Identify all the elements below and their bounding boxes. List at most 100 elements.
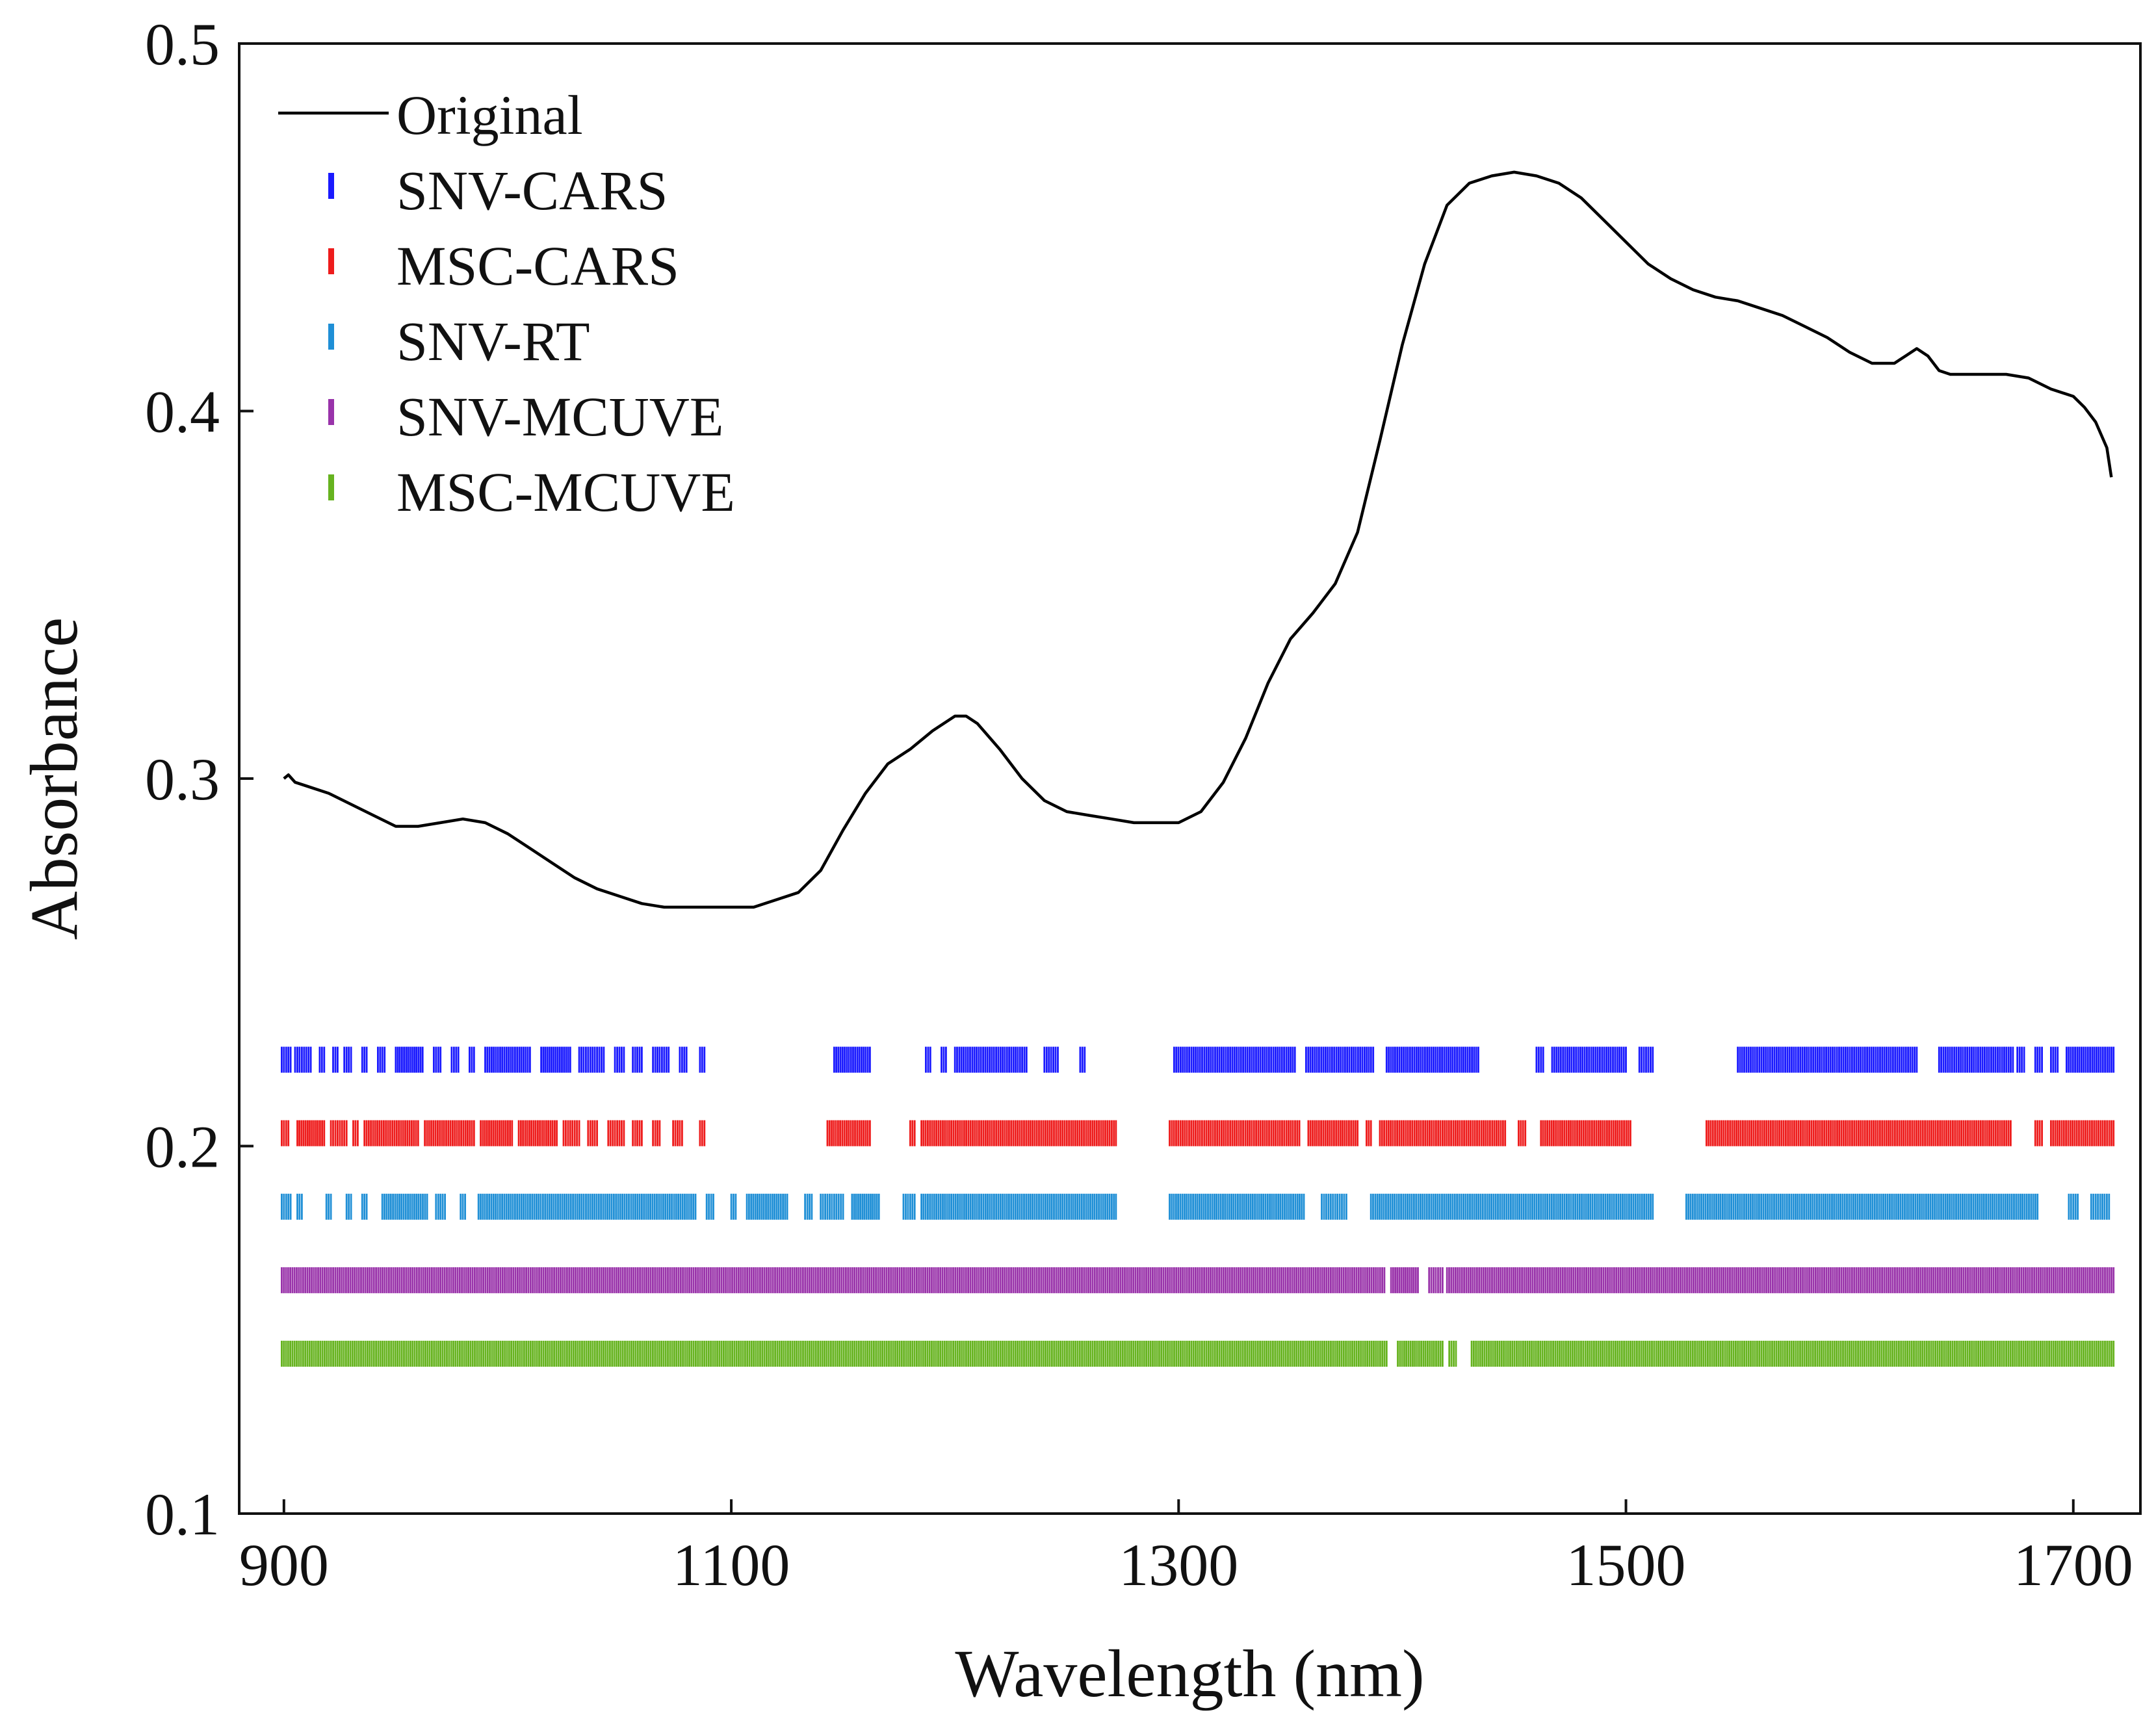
variable-tick <box>298 1341 300 1367</box>
variable-tick <box>1470 1120 1472 1146</box>
variable-tick <box>762 1193 765 1220</box>
variable-tick <box>1279 1120 1281 1146</box>
variable-tick <box>684 1193 686 1220</box>
variable-tick <box>1199 1046 1201 1073</box>
variable-tick <box>1928 1120 1930 1146</box>
variable-tick <box>972 1193 974 1220</box>
variable-tick <box>1017 1267 1019 1293</box>
variable-tick <box>1822 1193 1825 1220</box>
variable-tick <box>1357 1267 1360 1293</box>
variable-tick <box>896 1341 899 1367</box>
variable-tick <box>300 1267 302 1293</box>
variable-tick <box>665 1046 668 1073</box>
variable-tick <box>695 1341 697 1367</box>
variable-tick <box>285 1120 287 1146</box>
variable-tick <box>1539 1341 1542 1367</box>
variable-tick <box>1319 1267 1321 1293</box>
variable-tick <box>850 1046 852 1073</box>
variable-tick <box>469 1046 471 1073</box>
variable-tick <box>1522 1341 1524 1367</box>
variable-tick <box>1726 1193 1728 1220</box>
variable-tick <box>1070 1267 1072 1293</box>
variable-tick <box>1014 1120 1017 1146</box>
variable-tick <box>636 1341 639 1367</box>
variable-tick <box>654 1341 656 1367</box>
variable-tick <box>954 1193 957 1220</box>
variable-tick <box>1797 1267 1800 1293</box>
variable-tick <box>504 1120 507 1146</box>
variable-tick <box>1550 1120 1553 1146</box>
variable-tick <box>2111 1341 2112 1367</box>
variable-tick <box>683 1046 686 1073</box>
variable-tick <box>390 1267 393 1293</box>
variable-tick <box>1156 1341 1158 1367</box>
variable-tick <box>1900 1120 1903 1146</box>
variable-tick <box>1284 1193 1286 1220</box>
variable-tick <box>1943 1341 1945 1367</box>
variable-tick <box>1818 1341 1821 1367</box>
variable-tick <box>1957 1193 1960 1220</box>
variable-tick <box>1340 1046 1342 1073</box>
variable-tick <box>1936 1193 1938 1220</box>
variable-tick <box>957 1120 959 1146</box>
variable-tick <box>541 1120 543 1146</box>
variable-tick <box>445 1120 447 1146</box>
variable-tick <box>892 1267 894 1293</box>
variable-tick <box>2003 1267 2005 1293</box>
variable-tick <box>1364 1341 1366 1367</box>
variable-tick <box>1331 1120 1333 1146</box>
variable-tick <box>431 1267 433 1293</box>
variable-tick <box>317 1120 319 1146</box>
variable-tick <box>1093 1120 1096 1146</box>
variable-tick <box>1752 1267 1755 1293</box>
variable-tick <box>750 1341 753 1367</box>
variable-tick <box>1864 1267 1866 1293</box>
variable-tick <box>760 1193 763 1220</box>
variable-tick <box>1640 1341 1643 1367</box>
variable-tick <box>954 1267 957 1293</box>
variable-tick <box>1407 1046 1409 1073</box>
variable-tick <box>555 1341 558 1367</box>
variable-tick <box>1433 1267 1435 1293</box>
variable-tick <box>2007 1267 2010 1293</box>
variable-tick <box>662 1341 665 1367</box>
variable-tick <box>860 1267 862 1293</box>
variable-tick <box>587 1046 590 1073</box>
variable-tick <box>1832 1046 1834 1073</box>
variable-tick <box>2106 1341 2109 1367</box>
variable-tick <box>1564 1046 1566 1073</box>
variable-tick <box>738 1267 740 1293</box>
variable-tick <box>1192 1120 1195 1146</box>
variable-tick <box>456 1267 459 1293</box>
variable-tick <box>1048 1046 1050 1073</box>
variable-tick <box>2010 1267 2012 1293</box>
variable-tick <box>1756 1267 1759 1293</box>
variable-tick <box>1563 1120 1566 1146</box>
variable-tick <box>505 1193 508 1220</box>
variable-tick <box>909 1267 911 1293</box>
variable-tick <box>761 1341 764 1367</box>
variable-tick <box>1544 1341 1546 1367</box>
variable-tick <box>1288 1120 1290 1146</box>
variable-tick <box>450 1046 453 1073</box>
variable-tick <box>1068 1341 1071 1367</box>
variable-tick <box>545 1120 547 1146</box>
variable-tick <box>1756 1341 1758 1367</box>
variable-tick <box>571 1120 574 1146</box>
variable-tick <box>1977 1193 1979 1220</box>
variable-tick <box>1790 1341 1793 1367</box>
variable-tick <box>1493 1267 1496 1293</box>
variable-tick <box>765 1267 768 1293</box>
variable-tick <box>858 1120 861 1146</box>
variable-tick <box>993 1193 995 1220</box>
variable-tick <box>1518 1193 1520 1220</box>
variable-tick <box>787 1341 789 1367</box>
variable-tick <box>849 1267 851 1293</box>
variable-tick <box>847 1267 850 1293</box>
variable-tick <box>933 1120 935 1146</box>
variable-tick <box>1637 1193 1639 1220</box>
variable-tick <box>512 1267 515 1293</box>
variable-tick <box>377 1046 379 1073</box>
variable-tick <box>1992 1267 1995 1293</box>
variable-tick <box>753 1341 755 1367</box>
